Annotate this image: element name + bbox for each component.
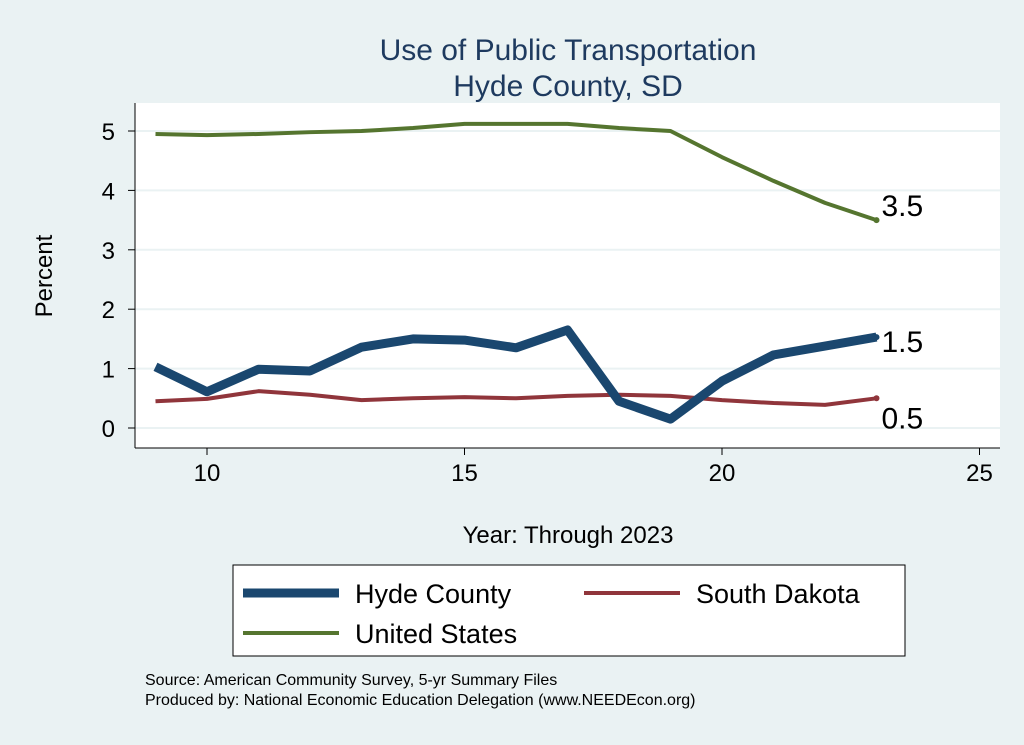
chart-subtitle: Hyde County, SD: [453, 70, 683, 103]
produced-by-note: Produced by: National Economic Education…: [145, 692, 696, 709]
x-tick-label: 20: [709, 460, 736, 487]
united-states-end-marker: [873, 217, 880, 224]
chart-title: Use of Public Transportation: [380, 34, 757, 67]
legend: Hyde County South Dakota United States: [232, 564, 906, 657]
hyde-county-end-marker: [873, 334, 880, 341]
source-note: Source: American Community Survey, 5-yr …: [145, 672, 558, 689]
y-axis-label: Percent: [31, 234, 58, 317]
legend-label-south-dakota: South Dakota: [696, 579, 861, 609]
y-tick-label: 0: [102, 416, 115, 443]
y-tick-label: 4: [102, 178, 115, 205]
south-dakota-end-marker: [873, 395, 880, 402]
united-states-end-label: 3.5: [882, 190, 924, 223]
hyde-county-end-label: 1.5: [882, 326, 924, 359]
hyde-county-line: [153, 325, 878, 424]
legend-label-united-states: United States: [355, 619, 517, 649]
y-tick-label: 1: [102, 357, 115, 384]
x-axis-label: Year: Through 2023: [463, 522, 674, 549]
x-tick-label: 25: [966, 460, 993, 487]
south-dakota-line: [155, 389, 877, 407]
legend-label-hyde-county: Hyde County: [355, 579, 512, 609]
y-tick-label: 2: [102, 297, 115, 324]
united-states-line: [155, 121, 878, 222]
plot-area: [135, 103, 1000, 448]
x-tick-label: 15: [451, 460, 478, 487]
y-tick-label: 3: [102, 238, 115, 265]
x-tick-label: 10: [194, 460, 221, 487]
south-dakota-end-label: 0.5: [882, 402, 924, 435]
y-tick-label: 5: [102, 119, 115, 146]
legend-box: [232, 564, 906, 657]
